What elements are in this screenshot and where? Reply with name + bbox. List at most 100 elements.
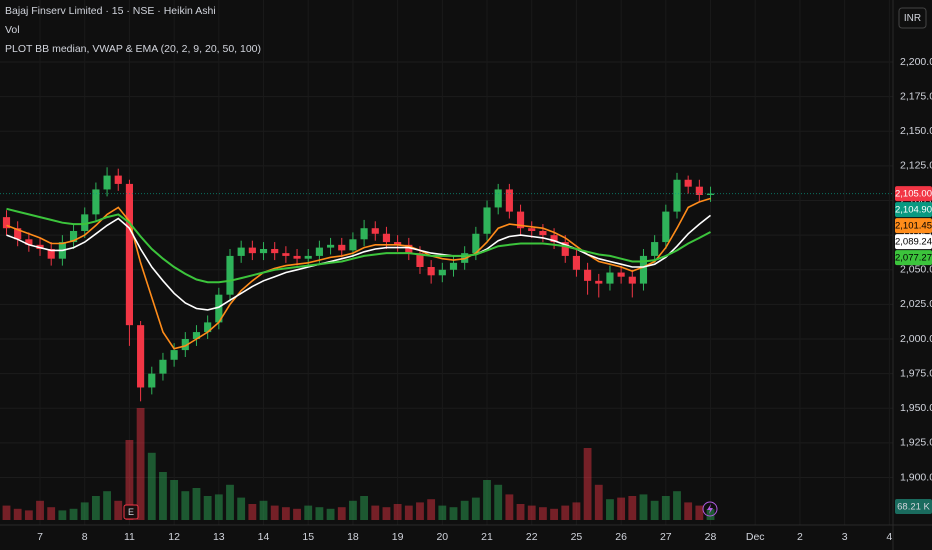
volume-bar [248,504,257,520]
volume-bar [304,505,313,520]
volume-badge-label: 68.21 K [897,502,930,513]
candle-body [572,255,581,270]
candle-body [706,193,715,195]
volume-bar [159,472,167,520]
x-tick-label: 15 [302,531,314,543]
volume-bar [639,494,648,520]
candle-body [528,228,536,231]
candle-body [416,253,424,267]
x-tick-label: 14 [258,531,270,543]
volume-bar [416,502,424,520]
candle-body [639,255,648,284]
candle-body [25,239,33,245]
y-tick-label: 2,025.00 [900,298,932,310]
price-badge [895,218,932,234]
x-tick-label: 26 [615,531,627,543]
volume-bar [583,448,592,520]
x-tick-label: 21 [481,531,493,543]
volume-bar [527,505,536,520]
candle-body [125,183,134,326]
candle-body [103,175,111,190]
x-tick-label: 7 [37,531,43,543]
y-tick-label: 2,150.00 [900,125,932,137]
x-tick-label: 12 [168,531,180,543]
candle-body [237,247,245,256]
indicator-line [6,214,711,311]
candle-body [282,253,290,256]
candle-body [662,211,670,243]
price-badge [895,186,932,202]
currency-box[interactable] [898,7,927,29]
volume-bar [617,497,626,520]
volume-bar [147,452,156,520]
y-tick-label: 1,900.00 [900,471,932,483]
candle-body [259,248,268,254]
y-tick-label: 1,950.00 [900,402,932,414]
candle-body [483,207,491,234]
volume-bar [36,500,44,520]
y-tick-label: 2,000.00 [900,333,932,345]
volume-bar [24,510,33,520]
candle-body [148,373,156,388]
volume-bar [460,500,469,520]
volume-bar [270,505,279,520]
volume-bar [293,508,301,520]
indicator-line [6,207,711,284]
axes: 1,900.00 1,925.00 1,950.00 1,975.00 2,000.00… [37,56,932,543]
volume-bar [494,484,503,520]
volume-bar [404,505,413,520]
x-tick-label: 8 [82,531,88,543]
candle-body [550,235,558,243]
candle-body [472,233,480,254]
candle-body [215,294,223,323]
candle-body [304,255,312,259]
x-tick-label: 13 [213,531,225,543]
candle-body [81,214,89,231]
candle-body [137,325,145,388]
price-badge [895,202,932,218]
volume-bar [706,509,715,520]
event-marker[interactable]: E [128,507,134,517]
candle-body [248,247,256,254]
volume-bar [449,507,458,520]
y-tick-label: 1,975.00 [900,367,932,379]
candle-body [651,242,659,256]
volume-bar [226,484,234,520]
candle-body [382,233,391,243]
candle-body [69,230,78,243]
event-box[interactable] [123,504,139,520]
volume-bar [505,494,514,520]
candle-body [271,248,279,254]
candle-body [315,247,323,256]
candle-body [617,272,625,277]
volume-bar [337,507,346,520]
y-tick-label: 2,200.00 [900,56,932,68]
volume-bar [538,507,547,520]
currency[interactable]: INR [904,13,921,24]
dividend-icon[interactable] [702,501,718,517]
volume-bar [673,491,681,520]
y-tick-label: 1,925.00 [900,437,932,449]
volume-bar [203,496,212,520]
candle-body [584,269,592,281]
candle-body [338,244,346,251]
x-tick-label: 27 [660,531,672,543]
volume-bar [58,510,67,520]
volume-bar [650,500,659,520]
price-badge-label: 2,105.00 [895,189,932,200]
volume-bar [695,505,704,520]
y-tick-label: 2,175.00 [900,90,932,102]
x-tick-label: Dec [746,531,765,543]
x-tick-label: 28 [705,531,717,543]
volume-bar [471,497,480,520]
candle-body [326,244,335,248]
candle-body [449,262,458,270]
volume-bar [550,508,558,520]
volume-bar [114,500,123,520]
volume-bar [572,502,581,520]
volume-bar [483,480,491,520]
volume-bar [91,496,100,520]
volume-bar [661,496,670,520]
